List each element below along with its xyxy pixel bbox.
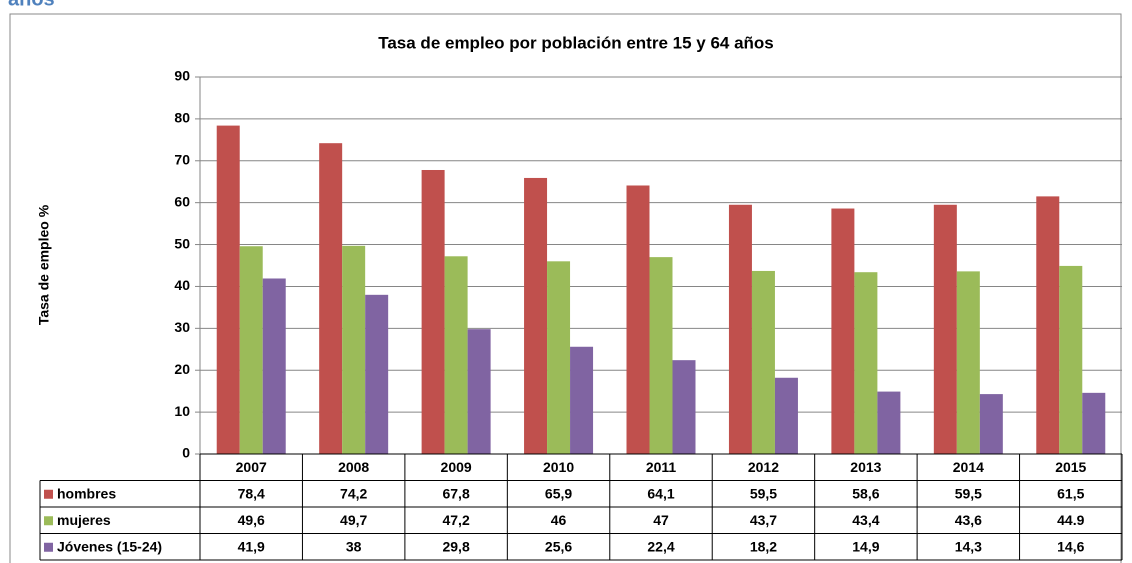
table-value: 22,4: [647, 538, 674, 554]
y-tick-label: 20: [174, 361, 190, 377]
x-tick-label: 2008: [338, 459, 369, 475]
table-value: 18,2: [750, 538, 777, 554]
x-tick-label: 2014: [953, 459, 984, 475]
bar: [319, 143, 343, 454]
y-tick-label: 60: [174, 193, 190, 209]
y-axis-label: Tasa de empleo %: [36, 204, 52, 325]
table-value: 43,4: [852, 512, 879, 528]
table-value: 43,7: [750, 512, 777, 528]
bar: [728, 204, 752, 454]
table-value: 61,5: [1057, 485, 1084, 501]
table-value: 14,3: [955, 538, 982, 554]
table-value: 49,6: [238, 512, 265, 528]
x-tick-label: 2012: [748, 459, 779, 475]
legend-swatch: [44, 542, 53, 552]
legend-label: Jóvenes (15-24): [57, 538, 162, 554]
bar: [1059, 265, 1083, 454]
x-tick-label: 2010: [543, 459, 574, 475]
bar: [979, 394, 1003, 454]
y-tick-label: 50: [174, 235, 190, 251]
table-value: 78,4: [238, 485, 265, 501]
x-tick-label: 2009: [441, 459, 472, 475]
table-value: 43,6: [955, 512, 982, 528]
x-tick-label: 2013: [850, 459, 881, 475]
table-value: 65,9: [545, 485, 572, 501]
y-tick-label: 70: [174, 151, 190, 167]
table-value: 67,8: [442, 485, 469, 501]
table-value: 29,8: [442, 538, 469, 554]
table-value: 49,7: [340, 512, 367, 528]
table-value: 14,6: [1057, 538, 1084, 554]
bar: [365, 294, 389, 454]
bar: [649, 257, 673, 454]
table-value: 47,2: [442, 512, 469, 528]
x-tick-label: 2015: [1055, 459, 1086, 475]
bar: [342, 245, 366, 454]
bar: [933, 204, 957, 454]
bar: [877, 391, 901, 454]
table-value: 44.9: [1057, 512, 1084, 528]
y-tick-label: 0: [182, 445, 190, 461]
table-value: 64,1: [647, 485, 674, 501]
legend-label: mujeres: [57, 512, 111, 528]
y-tick-label: 40: [174, 277, 190, 293]
bar: [1036, 196, 1060, 454]
y-tick-label: 80: [174, 110, 190, 126]
table-value: 59,5: [955, 485, 982, 501]
bar: [854, 272, 878, 454]
bar: [444, 256, 468, 454]
table-value: 74,2: [340, 485, 367, 501]
bar: [216, 125, 240, 454]
y-tick-label: 30: [174, 319, 190, 335]
bar: [467, 329, 491, 454]
bar: [524, 177, 548, 455]
bar: [421, 169, 445, 454]
y-tick-label: 10: [174, 403, 190, 419]
table-value: 59,5: [750, 485, 777, 501]
bar: [831, 208, 855, 454]
table-value: 46: [551, 512, 567, 528]
table-value: 47: [653, 512, 669, 528]
x-tick-label: 2007: [236, 459, 267, 475]
x-tick-label: 2011: [646, 459, 677, 475]
bar: [956, 271, 980, 454]
legend-label: hombres: [57, 485, 116, 501]
chart-title: Tasa de empleo por población entre 15 y …: [378, 33, 774, 52]
bar: [570, 346, 594, 454]
table-value: 38: [346, 538, 362, 554]
page-heading: años: [8, 0, 55, 10]
bar: [751, 270, 775, 454]
bar: [626, 185, 650, 454]
bar: [774, 377, 798, 454]
bar: [547, 261, 571, 454]
table-value: 25,6: [545, 538, 572, 554]
bar: [262, 278, 286, 454]
table-value: 14,9: [852, 538, 879, 554]
bar: [672, 360, 696, 454]
table-value: 58,6: [852, 485, 879, 501]
legend-swatch: [44, 489, 53, 499]
y-tick-label: 90: [174, 68, 190, 84]
table-value: 41,9: [238, 538, 265, 554]
legend-swatch: [44, 516, 53, 526]
bar: [239, 246, 263, 454]
bar: [1082, 392, 1106, 454]
